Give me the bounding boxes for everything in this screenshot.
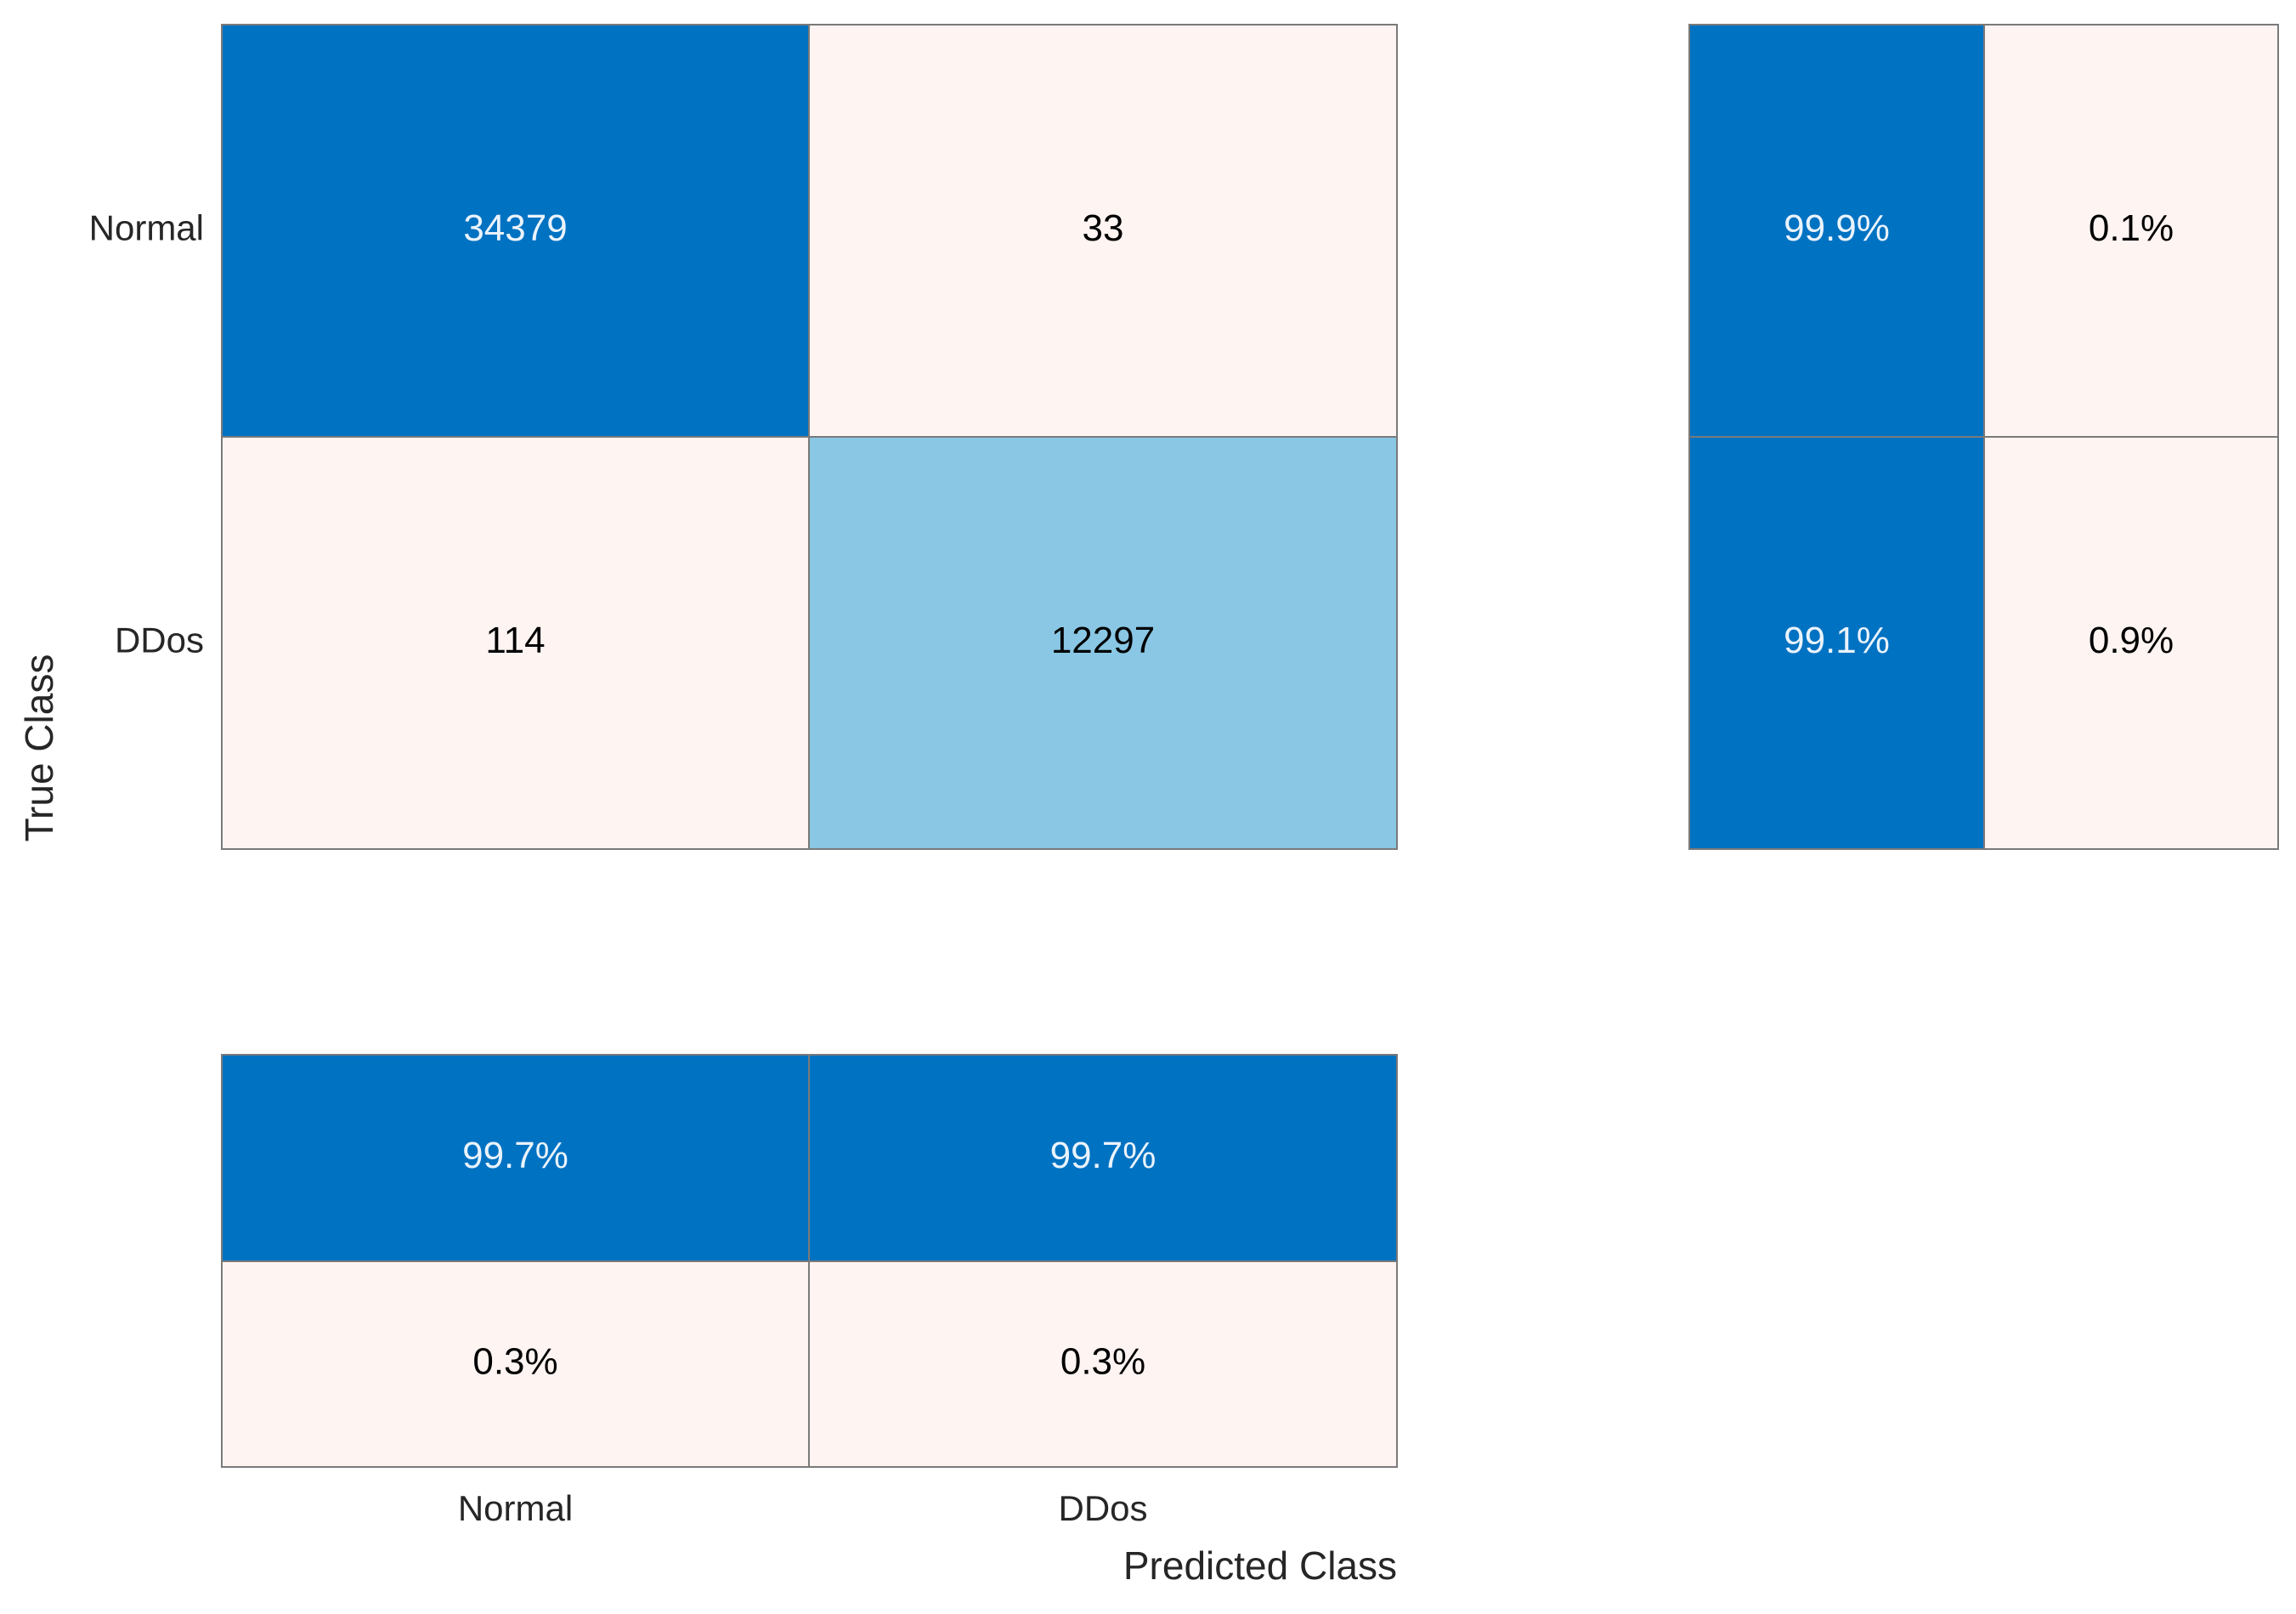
x-axis-title: Predicted Class [1123,1543,1397,1588]
row-summary-cell [1983,436,2279,850]
y-tick-label: Normal [89,208,204,248]
confusion-cell [808,24,1398,438]
column-summary-value: 99.7% [462,1135,568,1176]
x-tick-label: Normal [458,1488,573,1528]
column-summary-value: 99.7% [1050,1135,1156,1176]
column-summary-cell [808,1054,1398,1262]
confusion-cell-value: 33 [1083,207,1124,249]
y-axis-title: True Class [17,654,61,842]
row-summary-cell [1688,24,1985,438]
confusion-cell-value: 12297 [1051,620,1155,661]
column-summary-value: 0.3% [472,1341,557,1383]
column-summary-cell [808,1260,1398,1468]
row-summary-value: 99.1% [1784,620,1890,661]
row-summary-value: 0.1% [2089,207,2174,249]
confusion-cell [221,436,810,850]
cells-layer [221,24,2279,1468]
row-summary-cell [1688,436,1985,850]
confusion-cell [221,24,810,438]
x-tick-label: DDos [1058,1488,1147,1528]
row-summary-cell [1983,24,2279,438]
y-tick-label: DDos [115,620,204,660]
column-summary-value: 0.3% [1060,1341,1145,1383]
row-summary-value: 99.9% [1784,207,1890,249]
confusion-cell [808,436,1398,850]
row-summary-value: 0.9% [2089,620,2174,661]
labels-layer: 34379 33 114 12297 99.9% 0.1% 99.1% 0.9% 99.7% 99… [17,207,2174,1588]
confusion-cell-value: 34379 [463,207,567,249]
confusion-cell-value: 114 [485,620,545,661]
